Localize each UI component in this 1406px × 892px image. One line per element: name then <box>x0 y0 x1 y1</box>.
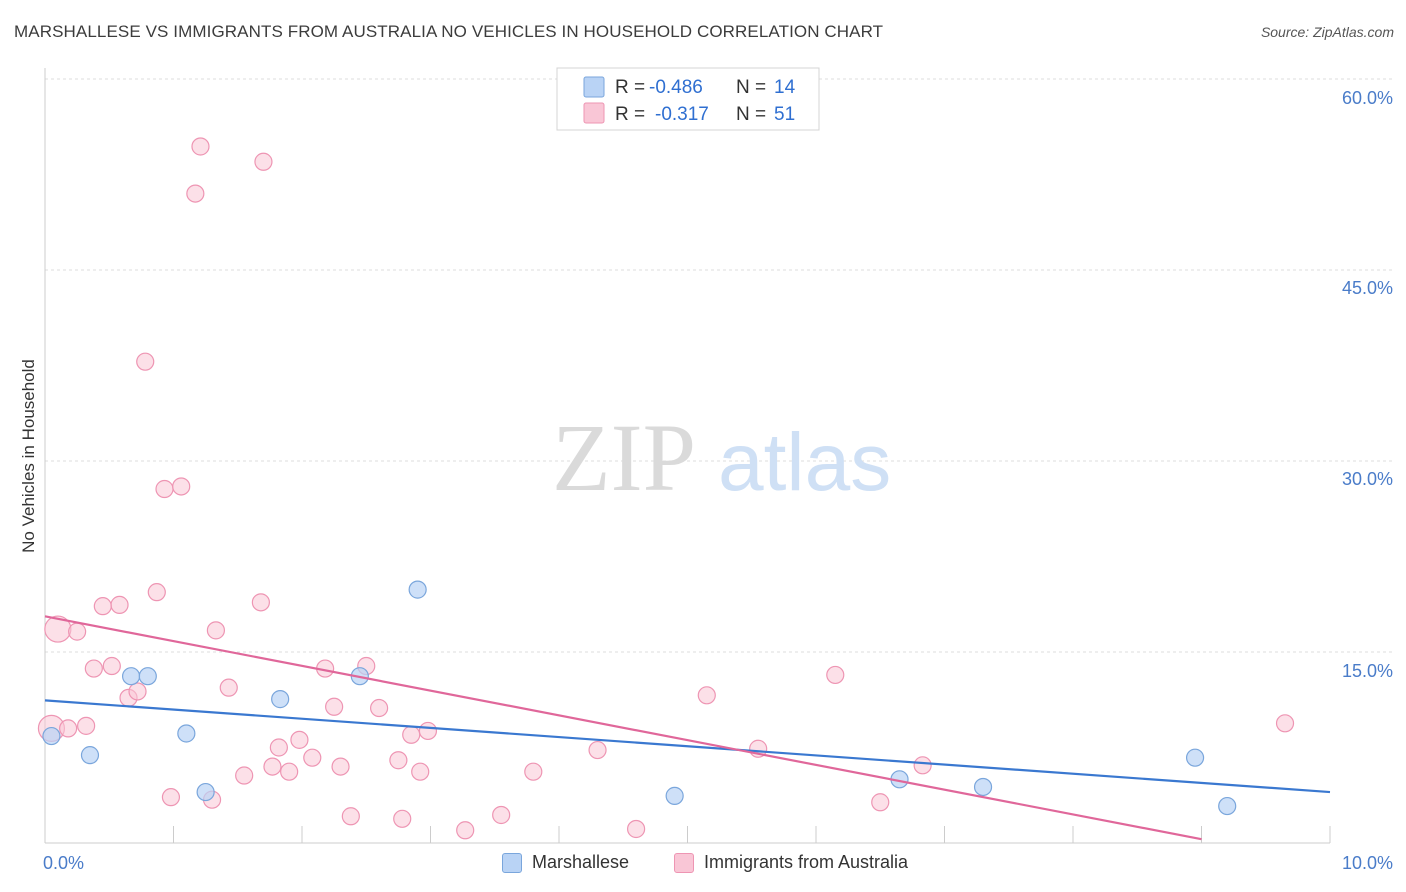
bottom-legend-item-australia: Immigrants from Australia <box>674 852 908 873</box>
legend-n-value: 51 <box>774 104 795 125</box>
y-tick-label: 45.0% <box>1342 278 1393 298</box>
bottom-legend-label: Immigrants from Australia <box>704 852 909 872</box>
chart-title: MARSHALLESE VS IMMIGRANTS FROM AUSTRALIA… <box>14 22 884 41</box>
data-point-australia <box>191 137 210 156</box>
data-point-marshallese <box>42 726 61 746</box>
chart-source: Source: ZipAtlas.com <box>1260 24 1394 40</box>
y-tick-label: 60.0% <box>1342 88 1393 108</box>
watermark-zip: ZIP <box>552 404 696 511</box>
legend-swatch-marshallese <box>583 76 605 98</box>
data-point-australia <box>102 656 121 676</box>
data-point-australia <box>913 756 932 775</box>
legend-r-label: R = <box>615 77 645 98</box>
data-point-australia <box>389 751 408 770</box>
data-point-australia <box>172 477 191 496</box>
data-point-australia <box>254 152 273 171</box>
data-point-australia <box>93 597 112 616</box>
data-point-australia <box>263 757 282 776</box>
data-point-marshallese <box>1185 748 1205 767</box>
data-point-australia <box>826 665 845 685</box>
legend-r-value: -0.317 <box>655 104 709 125</box>
bottom-legend-item-marshallese: Marshallese <box>502 852 629 873</box>
y-tick-label: 15.0% <box>1342 661 1393 681</box>
data-point-australia <box>84 659 103 678</box>
data-point-marshallese <box>408 580 427 599</box>
data-point-australia <box>128 682 147 701</box>
data-point-australia <box>370 698 389 718</box>
watermark-atlas: atlas <box>718 417 891 508</box>
legend-swatch-marshallese <box>502 852 522 873</box>
data-point-australia <box>331 757 350 776</box>
data-point-australia <box>110 595 129 614</box>
data-point-marshallese <box>665 786 684 805</box>
legend-r-label: R = <box>615 104 645 125</box>
y-axis-label: No Vehicles in Household <box>19 359 38 553</box>
series-marshallese <box>42 580 1237 816</box>
data-point-australia <box>161 788 181 807</box>
trend-lines <box>44 615 1331 841</box>
legend-n-label: N = <box>736 104 766 125</box>
data-point-australia <box>77 716 96 735</box>
data-point-australia <box>136 352 155 371</box>
trendline-australia <box>44 615 1202 841</box>
data-point-australia <box>1275 714 1295 733</box>
legend-swatch-australia <box>674 852 694 873</box>
data-point-marshallese <box>1218 796 1237 816</box>
data-point-australia <box>251 593 270 612</box>
data-point-marshallese <box>973 777 993 797</box>
data-point-marshallese <box>271 690 290 709</box>
data-point-australia <box>393 809 412 828</box>
correlation-legend: R = -0.486 N = 14 R = -0.317 N = 51 <box>556 67 820 131</box>
data-point-marshallese <box>196 782 215 802</box>
data-point-marshallese <box>177 724 196 743</box>
data-point-australia <box>492 805 511 825</box>
x-tick-label: 0.0% <box>43 853 84 873</box>
bottom-legend-label: Marshallese <box>532 852 630 872</box>
data-point-australia <box>325 697 344 716</box>
data-point-australia <box>418 721 438 741</box>
data-point-australia <box>871 793 890 812</box>
legend-n-value: 14 <box>774 77 796 98</box>
watermark: ZIP atlas <box>552 404 891 511</box>
data-point-australia <box>219 678 238 697</box>
legend-swatch-australia <box>583 102 605 124</box>
data-point-australia <box>186 184 205 203</box>
x-tick-label: 10.0% <box>1342 853 1393 873</box>
data-point-australia <box>280 762 299 781</box>
gridlines <box>45 78 1392 653</box>
data-point-australia <box>206 621 226 640</box>
data-point-australia <box>626 819 646 839</box>
data-point-australia <box>456 821 475 840</box>
data-point-australia <box>303 748 322 767</box>
legend-n-label: N = <box>736 77 766 98</box>
y-tick-labels: 15.0% 30.0% 45.0% 60.0% <box>1342 88 1393 681</box>
data-point-australia <box>290 730 309 749</box>
legend-r-value: -0.486 <box>649 77 703 98</box>
data-point-australia <box>697 686 716 705</box>
data-point-australia <box>588 740 607 760</box>
data-point-australia <box>341 807 360 826</box>
trendline-marshallese <box>44 699 1331 794</box>
data-point-marshallese <box>121 667 141 686</box>
y-tick-label: 30.0% <box>1342 469 1393 489</box>
data-point-australia <box>155 479 174 499</box>
data-point-australia <box>402 725 421 744</box>
bottom-legend: Marshallese Immigrants from Australia <box>0 852 1406 878</box>
x-axis-ticks <box>173 826 1331 843</box>
data-point-australia <box>147 583 166 602</box>
data-point-australia <box>269 738 288 757</box>
data-point-australia <box>68 622 87 641</box>
data-point-marshallese <box>138 667 157 686</box>
data-point-australia <box>411 762 430 781</box>
data-point-marshallese <box>80 746 100 765</box>
data-point-australia <box>524 762 543 781</box>
data-point-australia <box>235 766 254 785</box>
data-point-australia <box>59 719 78 738</box>
